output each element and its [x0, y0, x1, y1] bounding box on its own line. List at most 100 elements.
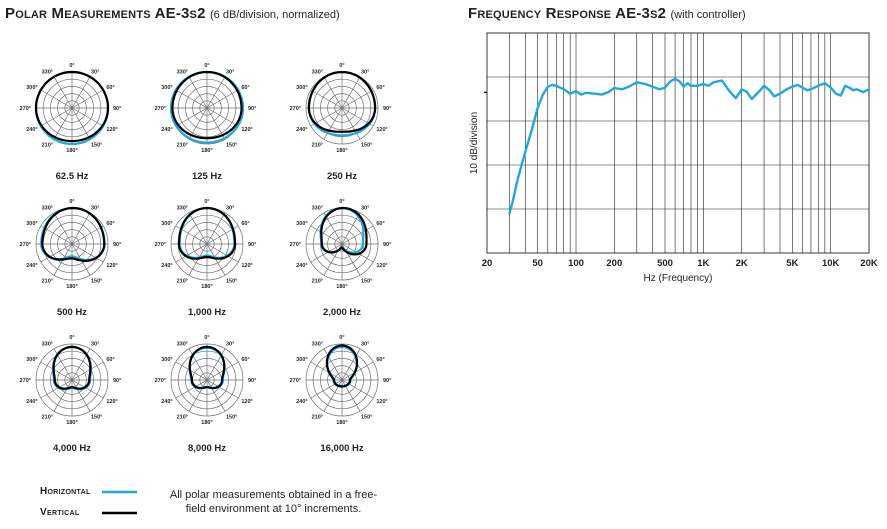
polar-angle-label: 330°: [42, 70, 53, 76]
polar-angle-label: 30°: [91, 206, 99, 212]
polar-angle-label: 240°: [161, 127, 172, 133]
plot-frame: [486, 32, 870, 254]
polar-frequency-label: 2,000 Hz: [323, 307, 361, 318]
polar-angle-label: 270°: [20, 242, 31, 248]
polar-angle-label: 180°: [336, 148, 347, 154]
polar-spoke: [341, 107, 361, 140]
polar-spoke: [341, 89, 374, 109]
polar-spoke: [206, 379, 239, 399]
polar-spoke: [40, 107, 73, 127]
polar-trace-vertical: [307, 70, 377, 133]
polar-spoke: [71, 379, 91, 412]
polar-angle-label: 300°: [26, 221, 37, 227]
frequency-response-subtitle: (with controller): [670, 9, 746, 21]
polar-angle-label: 210°: [312, 142, 323, 148]
polar-angle-label: 90°: [248, 106, 256, 112]
polar-angle-label: 30°: [91, 342, 99, 348]
polar-angle-label: 330°: [42, 342, 53, 348]
polar-angle-label: 180°: [66, 148, 77, 154]
polar-frequency-label: 16,000 Hz: [320, 443, 364, 454]
polar-spoke: [53, 379, 73, 412]
polar-angle-label: 120°: [241, 399, 252, 405]
polar-spoke: [175, 361, 208, 381]
polar-angle-label: 150°: [91, 142, 102, 148]
polar-plot: 0° 30° 60° 90° 120° 150° 180° 210° 240° 270° 300° 3…: [20, 335, 122, 454]
legend-horizontal-label: Horizontal: [40, 486, 91, 497]
polar-spoke: [206, 89, 239, 109]
polar-angle-label: 90°: [113, 106, 121, 112]
polar-title: Polar Measurements AE-3s2 (6 dB/division…: [5, 5, 340, 22]
polar-angle-label: 210°: [42, 142, 53, 148]
polar-spoke: [206, 212, 226, 245]
polar-spoke: [71, 361, 104, 381]
polar-plot: 0° 30° 60° 90° 120° 150° 180° 210° 240° 270° 300° 3…: [290, 63, 392, 182]
polar-spoke: [71, 89, 104, 109]
polar-plot: 0° 30° 60° 90° 120° 150° 180° 210° 240° 270° 300° 3…: [155, 63, 257, 182]
polar-plot: 0° 30° 60° 90° 120° 150° 180° 210° 240° 270° 300° 3…: [290, 335, 392, 454]
polar-spoke: [71, 212, 91, 245]
polar-angle-label: 60°: [241, 85, 249, 91]
polar-frequency-label: 1,000 Hz: [188, 307, 226, 318]
polar-trace-vertical: [325, 344, 359, 388]
polar-angle-label: 180°: [336, 420, 347, 426]
polar-angle-label: 300°: [26, 357, 37, 363]
polar-angle-label: 300°: [296, 85, 307, 91]
polar-angle-label: 180°: [66, 284, 77, 290]
polar-spoke: [188, 348, 208, 381]
polar-angle-label: 330°: [177, 70, 188, 76]
polar-angle-label: 180°: [201, 420, 212, 426]
polar-spoke: [310, 243, 343, 263]
polar-trace-horizontal: [40, 206, 106, 262]
polar-angle-label: 300°: [161, 221, 172, 227]
polar-spoke: [310, 361, 343, 381]
polar-spoke: [71, 243, 104, 263]
polar-trace-vertical: [41, 206, 106, 262]
polar-angle-label: 240°: [161, 263, 172, 269]
polar-angle-label: 150°: [226, 278, 237, 284]
polar-spoke: [341, 361, 374, 381]
polar-angle-label: 150°: [91, 278, 102, 284]
polar-angle-label: 90°: [383, 378, 391, 384]
polar-angle-label: 150°: [361, 142, 372, 148]
polar-angle-label: 30°: [361, 206, 369, 212]
polar-angle-label: 0°: [339, 199, 344, 205]
x-tick-label: 1K: [697, 258, 709, 269]
polar-spoke: [323, 348, 343, 381]
polar-angle-label: 210°: [177, 142, 188, 148]
polar-spoke: [175, 243, 208, 263]
polar-angle-label: 210°: [42, 414, 53, 420]
x-tick-label: 100: [568, 258, 584, 269]
polar-spoke: [40, 89, 73, 109]
polar-frequency-label: 125 Hz: [192, 171, 222, 182]
polar-spoke: [323, 76, 343, 109]
polar-trace-vertical: [188, 345, 226, 390]
polar-angle-label: 300°: [26, 85, 37, 91]
legend-note: All polar measurements obtained in a fre…: [169, 489, 378, 515]
polar-trace-horizontal: [169, 70, 245, 144]
x-tick-label: 20: [482, 258, 493, 269]
polar-angle-label: 120°: [106, 399, 117, 405]
polar-subtitle: (6 dB/division, normalized): [210, 9, 340, 21]
polar-angle-label: 210°: [177, 278, 188, 284]
polar-angle-label: 0°: [69, 63, 74, 69]
polar-angle-label: 0°: [69, 335, 74, 341]
polar-trace-vertical: [52, 345, 92, 390]
legend-vertical-label: Vertical: [40, 507, 80, 518]
polar-spoke: [71, 107, 91, 140]
polar-angle-label: 60°: [106, 221, 114, 227]
polar-angle-label: 90°: [113, 378, 121, 384]
polar-spoke: [40, 243, 73, 263]
polar-angle-label: 300°: [296, 221, 307, 227]
polar-title-text: Polar Measurements AE-3s2: [5, 5, 206, 22]
x-tick-label: 200: [606, 258, 622, 269]
polar-angle-label: 210°: [177, 414, 188, 420]
polar-spoke: [53, 107, 73, 140]
polar-angle-label: 180°: [201, 148, 212, 154]
polar-spoke: [323, 107, 343, 140]
polar-spoke: [206, 243, 239, 263]
polar-spoke: [175, 89, 208, 109]
polar-trace-vertical: [177, 206, 237, 260]
polar-angle-label: 210°: [312, 278, 323, 284]
polar-angle-label: 240°: [26, 127, 37, 133]
polar-angle-label: 270°: [290, 378, 301, 384]
